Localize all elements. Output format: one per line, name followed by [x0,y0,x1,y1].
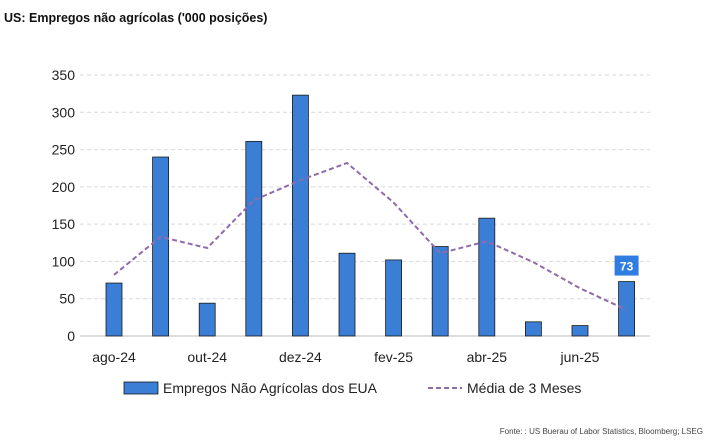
y-tick-label: 150 [52,216,76,232]
chart-title: US: Empregos não agrícolas ('000 posiçõe… [4,11,268,25]
bar-fev-25 [385,259,403,337]
bar-mai-25 [525,321,542,337]
y-tick-label: 250 [52,142,76,158]
y-tick-label: 300 [52,104,76,120]
legend-bar-swatch [123,381,159,395]
data-label-box [614,255,639,276]
x-tick-label: out-24 [187,349,227,365]
y-tick-label: 50 [59,291,75,307]
x-tick-label: ago-24 [92,349,136,365]
x-tick-label: jun-25 [560,349,600,365]
line-3m-average [113,161,628,311]
bar-dez-24 [291,94,309,337]
y-tick-label: 100 [52,253,76,269]
bar-jun-25 [571,325,589,337]
source-note: Fonte: : US Buerau of Labor Statistics, … [499,427,703,436]
y-tick-label: 0 [67,328,75,344]
y-tick-label: 350 [52,67,76,83]
bar-jul-25 [618,281,635,337]
legend-bar-label: Empregos Não Agrícolas dos EUA [163,380,378,396]
x-tick-label: fev-25 [374,349,413,365]
bar-nov-24 [245,140,263,337]
x-tick-label: dez-24 [279,349,322,365]
y-tick-label: 200 [52,179,76,195]
bar-out-24 [198,302,216,337]
bar-ago-24 [105,282,123,337]
legend-line-label: Média de 3 Meses [467,380,581,396]
bar-set-24 [152,156,170,337]
bar-mar-25 [431,246,449,337]
bar-abr-25 [478,217,496,337]
x-tick-label: abr-25 [467,349,508,365]
data-label: 73 [620,260,634,274]
bar-jan-25 [338,252,356,337]
